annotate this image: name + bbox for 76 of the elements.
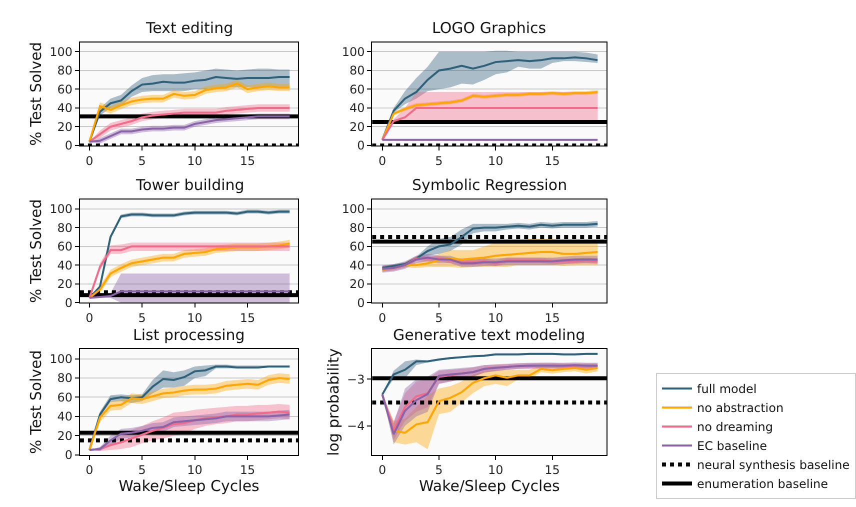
x-tick-label: 10 xyxy=(187,154,202,168)
x-tick-label: 10 xyxy=(488,154,504,168)
y-tick-label: 100 xyxy=(50,44,73,59)
y-tick-label: 20 xyxy=(349,120,365,134)
x-tick-label: 5 xyxy=(435,311,443,325)
chart-title: Symbolic Regression xyxy=(412,176,568,194)
chart-title: List processing xyxy=(133,326,245,344)
x-tick-label: 0 xyxy=(86,311,94,325)
y-tick-label: 80 xyxy=(349,64,365,78)
y-axis-title: % Test Solved xyxy=(26,199,45,303)
x-tick-label: 0 xyxy=(86,154,94,168)
y-tick-label: 100 xyxy=(342,44,365,59)
y-tick-label: 100 xyxy=(342,202,365,216)
legend-label: enumeration baseline xyxy=(697,477,828,492)
x-tick-label: 5 xyxy=(138,463,146,478)
y-tick-label: −4 xyxy=(347,419,365,434)
y-tick-label: 80 xyxy=(57,220,73,235)
legend-label: full model xyxy=(697,382,757,396)
y-tick-label: 100 xyxy=(50,352,73,366)
x-tick-label: 15 xyxy=(544,154,560,168)
x-tick-label: 0 xyxy=(378,154,386,168)
legend-label: neural synthesis baseline xyxy=(697,458,850,472)
x-tick-label: 10 xyxy=(488,463,504,478)
x-tick-label: 10 xyxy=(187,311,202,325)
y-tick-label: 40 xyxy=(349,101,365,116)
line-series xyxy=(381,106,599,141)
y-tick-label: 20 xyxy=(57,120,73,134)
x-tick-label: 15 xyxy=(544,311,560,325)
y-tick-label: 60 xyxy=(57,390,73,404)
y-axis-title: % Test Solved xyxy=(26,350,45,454)
chart-title: Text editing xyxy=(145,19,234,37)
y-tick-label: 20 xyxy=(349,277,365,292)
x-tick-label: 15 xyxy=(240,463,256,478)
y-tick-label: 0 xyxy=(357,296,365,310)
x-tick-label: 5 xyxy=(138,154,146,168)
y-tick-label: 60 xyxy=(57,82,73,96)
chart-title: LOGO Graphics xyxy=(432,19,546,37)
y-tick-label: 80 xyxy=(349,220,365,235)
chart-title: Tower building xyxy=(135,176,244,194)
x-tick-label: 15 xyxy=(544,463,560,478)
x-axis-title: Wake/Sleep Cycles xyxy=(419,477,560,496)
x-tick-label: 15 xyxy=(240,311,256,325)
y-tick-label: 80 xyxy=(57,371,73,386)
legend-label: EC baseline xyxy=(697,439,768,454)
legend-label: no abstraction xyxy=(697,401,784,416)
y-axis-title: log probability xyxy=(324,348,342,456)
y-tick-label: 40 xyxy=(57,101,73,116)
x-tick-label: 15 xyxy=(240,154,256,168)
y-tick-label: 60 xyxy=(349,240,365,254)
y-axis-title: % Test Solved xyxy=(26,42,45,146)
x-tick-label: 5 xyxy=(435,463,443,478)
x-axis-title: Wake/Sleep Cycles xyxy=(118,477,260,496)
y-tick-label: −3 xyxy=(347,372,365,386)
legend-label: no dreaming xyxy=(697,420,774,434)
x-tick-label: 0 xyxy=(378,311,386,325)
y-tick-label: 60 xyxy=(349,82,365,96)
x-tick-label: 5 xyxy=(138,311,146,325)
x-tick-label: 10 xyxy=(488,311,504,325)
y-tick-label: 20 xyxy=(57,428,73,443)
y-tick-label: 40 xyxy=(57,410,73,424)
x-tick-label: 0 xyxy=(86,463,94,478)
y-tick-label: 80 xyxy=(57,64,73,78)
x-tick-label: 10 xyxy=(187,463,202,478)
y-tick-label: 0 xyxy=(64,138,73,153)
x-tick-label: 5 xyxy=(435,154,443,168)
y-tick-label: 0 xyxy=(357,138,365,153)
y-tick-label: 0 xyxy=(64,296,73,310)
y-tick-label: 100 xyxy=(50,202,73,216)
chart-title: Generative text modeling xyxy=(393,326,586,344)
y-tick-label: 60 xyxy=(57,240,73,254)
y-tick-label: 0 xyxy=(64,448,73,462)
y-tick-label: 40 xyxy=(349,258,365,272)
line-series xyxy=(88,290,291,299)
y-tick-label: 40 xyxy=(57,258,73,272)
y-tick-label: 20 xyxy=(57,277,73,292)
x-tick-label: 0 xyxy=(378,463,386,478)
